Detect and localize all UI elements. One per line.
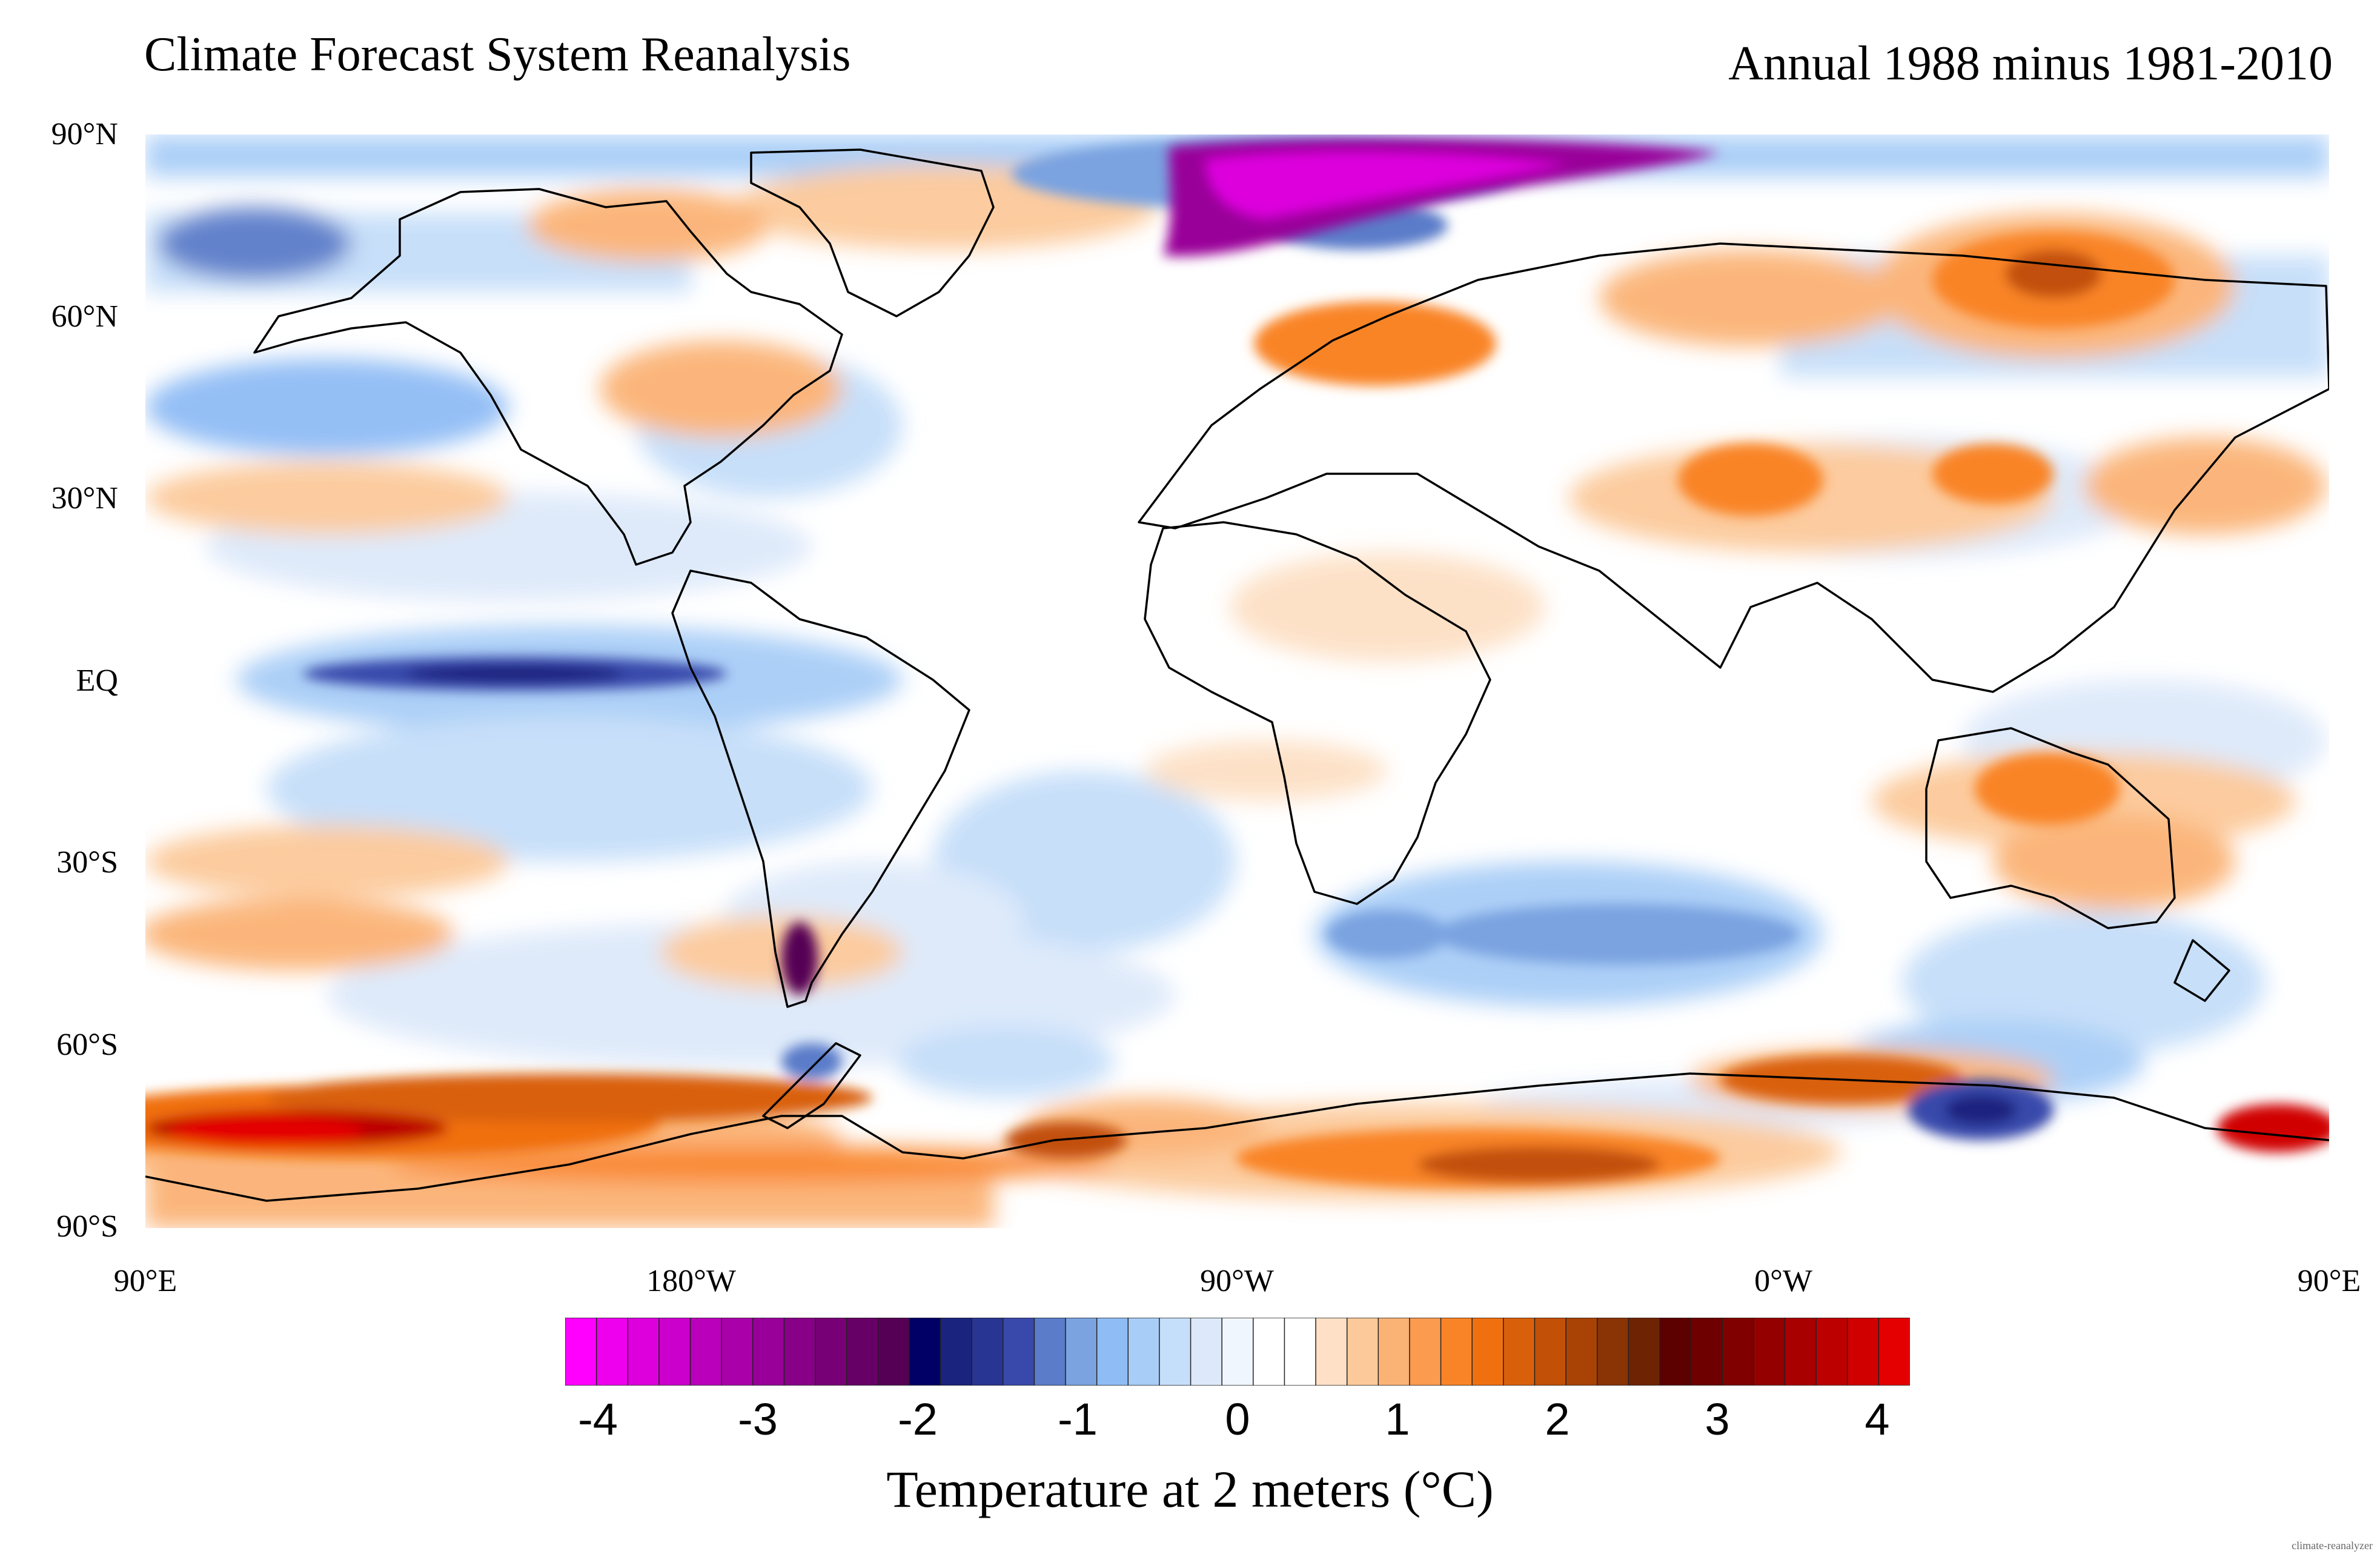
lon-label-90e-right: 90°E — [2297, 1264, 2361, 1298]
colorbar-swatch — [1065, 1317, 1098, 1386]
colorbar-swatch — [1628, 1317, 1661, 1386]
lat-label-30n: 30°N — [51, 481, 118, 516]
colorbar-title: Temperature at 2 meters (°C) — [886, 1460, 1494, 1518]
colorbar-tick-4: 4 — [1865, 1394, 1890, 1444]
colorbar-swatch — [815, 1317, 847, 1386]
plot-title: Climate Forecast System Reanalysis — [144, 28, 851, 81]
colorbar-swatch — [1284, 1317, 1317, 1386]
colorbar — [565, 1317, 1911, 1389]
colorbar-swatch — [909, 1317, 941, 1386]
colorbar-swatch — [940, 1317, 973, 1386]
colorbar-swatch — [846, 1317, 879, 1386]
colorbar-swatch — [1659, 1317, 1692, 1386]
colorbar-swatch — [1253, 1317, 1285, 1386]
colorbar-swatch — [1534, 1317, 1567, 1386]
colorbar-swatch — [971, 1317, 1004, 1386]
colorbar-swatch — [1096, 1317, 1129, 1386]
lon-label-90w: 90°W — [1200, 1264, 1274, 1298]
colorbar-swatch — [1377, 1317, 1411, 1386]
colorbar-swatch — [1878, 1317, 1911, 1386]
lon-label-180w: 180°W — [646, 1264, 736, 1298]
colorbar-tick-2: 2 — [1545, 1394, 1570, 1444]
anomaly-shading — [145, 134, 2329, 1228]
colorbar-swatch — [1565, 1317, 1598, 1386]
colorbar-swatch — [1471, 1317, 1505, 1386]
colorbar-swatch — [877, 1317, 910, 1386]
lat-label-60n: 60°N — [51, 299, 118, 334]
colorbar-swatch — [1440, 1317, 1473, 1386]
colorbar-swatch — [1722, 1317, 1755, 1386]
lat-label-eq: EQ — [76, 663, 118, 698]
plot-subtitle: Annual 1988 minus 1981-2010 — [1728, 37, 2333, 90]
colorbar-swatch — [627, 1317, 660, 1386]
map-frame — [145, 134, 2329, 1228]
colorbar-tick-0: 0 — [1225, 1394, 1250, 1444]
colorbar-swatch — [1315, 1317, 1348, 1386]
colorbar-swatch — [1221, 1317, 1255, 1386]
colorbar-swatch — [1503, 1317, 1536, 1386]
colorbar-tick-neg3: -3 — [738, 1394, 778, 1444]
colorbar-swatch — [1784, 1317, 1817, 1386]
colorbar-swatch — [1409, 1317, 1442, 1386]
colorbar-swatch — [1753, 1317, 1786, 1386]
lon-label-0w: 0°W — [1754, 1264, 1812, 1298]
colorbar-swatch — [752, 1317, 785, 1386]
colorbar-swatch — [565, 1317, 597, 1386]
colorbar-swatch — [1846, 1317, 1880, 1386]
colorbar-swatch — [1690, 1317, 1723, 1386]
colorbar-swatch — [1596, 1317, 1629, 1386]
colorbar-swatch — [783, 1317, 817, 1386]
colorbar-swatch — [689, 1317, 723, 1386]
colorbar-swatch — [595, 1317, 629, 1386]
lat-label-60s: 60°S — [56, 1027, 118, 1062]
colorbar-swatch — [1159, 1317, 1192, 1386]
colorbar-tick-neg4: -4 — [578, 1394, 618, 1444]
colorbar-swatch — [1033, 1317, 1067, 1386]
colorbar-tick-neg1: -1 — [1058, 1394, 1098, 1444]
lat-label-90s: 90°S — [56, 1209, 118, 1244]
coastlines — [145, 148, 2329, 1202]
anomaly-map — [145, 134, 2329, 1228]
colorbar-swatch — [1127, 1317, 1161, 1386]
colorbar-swatch — [658, 1317, 691, 1386]
colorbar-swatch — [1190, 1317, 1223, 1386]
colorbar-tick-3: 3 — [1705, 1394, 1730, 1444]
lon-label-90e-left: 90°E — [113, 1264, 177, 1298]
colorbar-swatch — [1003, 1317, 1035, 1386]
credit-text: climate-reanalyzer — [2292, 1539, 2373, 1552]
colorbar-swatch — [1346, 1317, 1379, 1386]
colorbar-swatches — [565, 1317, 1911, 1386]
lat-label-30s: 30°S — [56, 845, 118, 880]
colorbar-swatch — [721, 1317, 754, 1386]
colorbar-tick-neg2: -2 — [898, 1394, 938, 1444]
colorbar-tick-1: 1 — [1385, 1394, 1410, 1444]
colorbar-swatch — [1815, 1317, 1849, 1386]
lat-label-90n: 90°N — [51, 117, 118, 151]
